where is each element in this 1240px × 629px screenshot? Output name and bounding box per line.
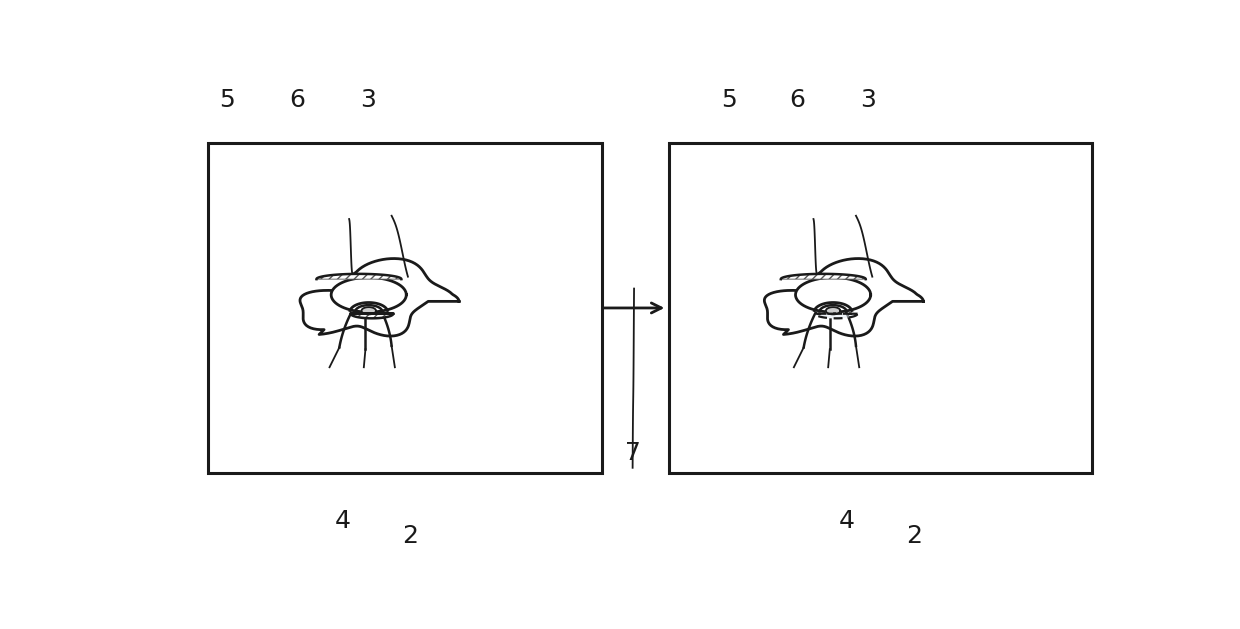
Polygon shape — [300, 259, 459, 336]
Text: 6: 6 — [289, 87, 305, 112]
Text: 6: 6 — [789, 87, 805, 112]
Text: 2: 2 — [402, 523, 418, 548]
Polygon shape — [796, 277, 870, 312]
Polygon shape — [815, 314, 858, 318]
Polygon shape — [350, 303, 387, 311]
Text: 5: 5 — [219, 87, 234, 112]
Polygon shape — [781, 274, 866, 279]
Text: 2: 2 — [906, 523, 923, 548]
Polygon shape — [826, 307, 841, 314]
Polygon shape — [764, 259, 924, 336]
Text: 3: 3 — [361, 87, 376, 112]
Polygon shape — [316, 274, 402, 279]
Bar — [670, 143, 1092, 472]
Polygon shape — [362, 307, 376, 314]
Bar — [208, 143, 601, 472]
Polygon shape — [351, 314, 393, 318]
Polygon shape — [331, 277, 407, 312]
Text: 3: 3 — [861, 87, 875, 112]
Text: 7: 7 — [625, 442, 641, 465]
Text: 4: 4 — [335, 509, 351, 533]
Polygon shape — [815, 303, 852, 311]
Text: 4: 4 — [839, 509, 854, 533]
Text: 5: 5 — [720, 87, 737, 112]
